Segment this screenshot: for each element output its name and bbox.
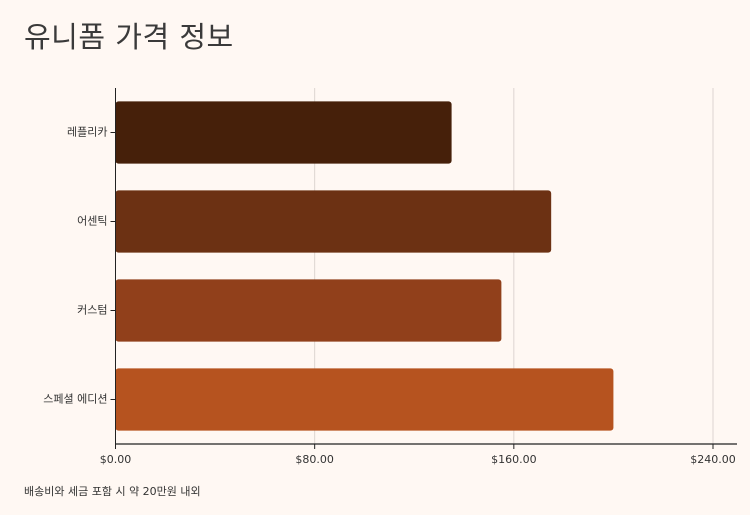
x-tick-label: $0.00 (100, 453, 132, 466)
bar (115, 101, 452, 164)
bar (115, 279, 502, 342)
y-tick-label: 레플리카 (67, 126, 107, 139)
bar (115, 368, 614, 431)
footnote: 배송비와 세금 포함 시 약 20만원 내외 (24, 485, 201, 498)
x-tick-label: $80.00 (295, 453, 334, 466)
bars (115, 101, 614, 431)
y-tick-label: 어센틱 (77, 215, 107, 228)
y-tick-label: 커스텀 (77, 304, 107, 317)
y-tick-label: 스페셜 에디션 (43, 393, 107, 406)
x-tick-label: $240.00 (690, 453, 736, 466)
bar (115, 190, 552, 253)
chart-title: 유니폼 가격 정보 (24, 20, 234, 54)
x-tick-label: $160.00 (491, 453, 537, 466)
x-axis: $0.00 $80.00 $160.00 $240.00 (100, 443, 737, 466)
